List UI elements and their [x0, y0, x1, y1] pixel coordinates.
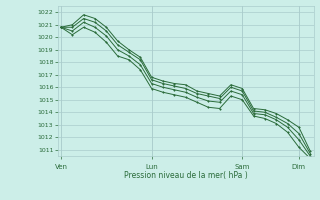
X-axis label: Pression niveau de la mer( hPa ): Pression niveau de la mer( hPa )	[124, 171, 247, 180]
